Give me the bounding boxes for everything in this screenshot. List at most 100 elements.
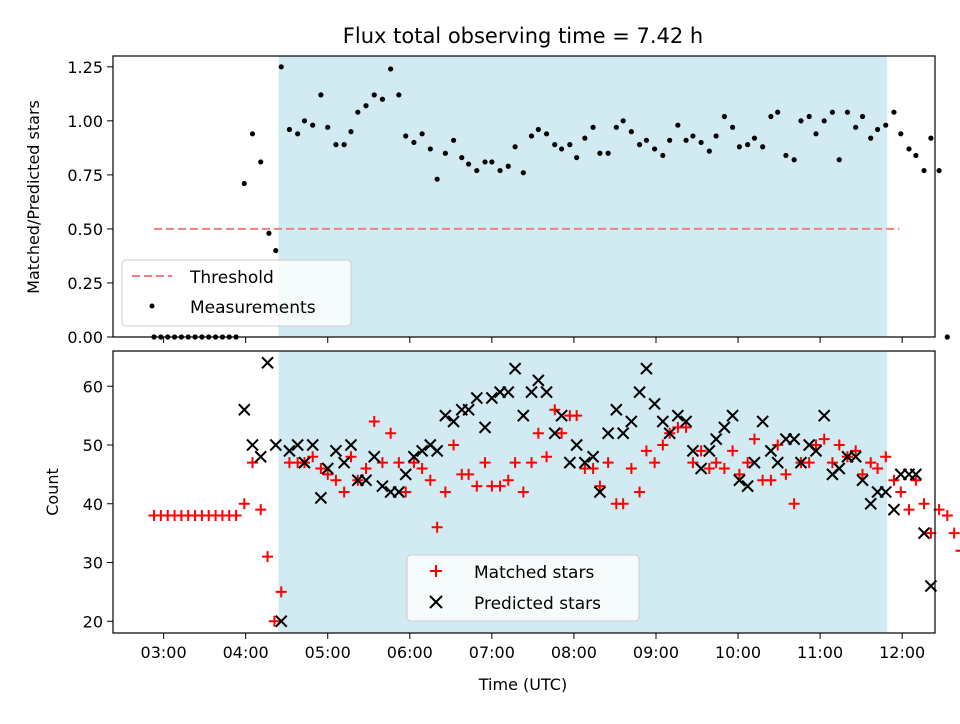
- matched-star-point: [571, 410, 583, 422]
- predicted-star-point: [392, 485, 406, 499]
- predicted-star-point: [671, 409, 685, 422]
- matched-star-point: [393, 457, 405, 469]
- measurement-point: [434, 176, 440, 182]
- measurement-point: [760, 144, 766, 150]
- x-tick-label: 07:00: [469, 643, 515, 662]
- predicted-star-point: [439, 409, 452, 422]
- measurement-point: [683, 137, 689, 143]
- predicted-star-point: [818, 409, 831, 422]
- measurement-point: [482, 159, 488, 165]
- predicted-star-point: [656, 415, 670, 428]
- bottom-legend[interactable]: Matched stars Predicted stars: [406, 554, 640, 622]
- measurement-point: [310, 122, 316, 128]
- predicted-star-point: [314, 491, 328, 505]
- legend-threshold-label: Threshold: [189, 268, 274, 288]
- matched-star-point: [368, 416, 380, 427]
- measurement-point: [520, 170, 526, 176]
- legend-matched-label: Matched stars: [474, 563, 594, 583]
- measurement-point: [898, 131, 904, 137]
- measurement-point: [325, 124, 331, 130]
- matched-star-point: [625, 463, 637, 474]
- matched-star-point: [602, 457, 614, 469]
- measurement-point: [552, 142, 558, 148]
- measurement-point: [459, 154, 465, 161]
- predicted-star-point: [578, 456, 592, 469]
- predicted-star-point: [291, 438, 304, 452]
- measurement-point: [333, 142, 339, 148]
- predicted-star-point: [548, 427, 561, 440]
- y-tick-label: 1.25: [67, 58, 103, 77]
- measurement-point: [721, 113, 727, 120]
- measurement-point: [241, 180, 247, 187]
- measurement-point: [729, 124, 736, 130]
- predicted-star-point: [794, 456, 808, 469]
- matched-star-point: [330, 474, 342, 486]
- measurement-point: [489, 159, 495, 165]
- top-observing-window: [278, 56, 888, 337]
- predicted-star-point: [748, 456, 761, 469]
- matched-star-point: [803, 457, 815, 469]
- y-tick-label: 0.00: [67, 328, 103, 347]
- measurement-points: [151, 64, 950, 340]
- measurement-point: [528, 133, 535, 139]
- predicted-star-point: [298, 456, 311, 469]
- measurement-point: [944, 334, 950, 340]
- bottom-y-axis-label: Count: [43, 468, 62, 516]
- matched-star-point: [695, 445, 707, 457]
- x-tick-label: 06:00: [387, 643, 433, 662]
- measurement-point: [318, 92, 324, 98]
- measurement-point: [597, 150, 603, 156]
- matched-star-point: [594, 480, 606, 492]
- measurement-point: [497, 167, 503, 174]
- matched-star-point: [431, 521, 443, 533]
- predicted-star-point: [640, 362, 653, 375]
- measurement-point: [249, 131, 256, 137]
- x-tick-label: 08:00: [551, 643, 597, 662]
- matched-star-point: [657, 439, 669, 451]
- matched-star-point: [833, 439, 845, 451]
- matched-star-point: [556, 427, 568, 439]
- predicted-star-point: [502, 385, 515, 399]
- legend-measurements-swatch: [149, 303, 155, 309]
- top-legend[interactable]: Threshold Measurements: [121, 259, 352, 327]
- predicted-star-point: [430, 444, 444, 458]
- measurement-point: [713, 133, 719, 139]
- matched-star-point: [718, 463, 730, 474]
- measurement-point: [582, 135, 588, 141]
- predicted-star-point: [756, 415, 769, 428]
- measurement-point: [559, 146, 565, 152]
- predicted-star-point: [485, 391, 499, 405]
- predicted-star-point: [275, 615, 288, 628]
- measurement-point: [613, 124, 619, 130]
- measurement-point: [643, 137, 650, 143]
- predicted-star-point: [563, 456, 577, 469]
- matched-star-point: [727, 445, 739, 457]
- predicted-star-point: [593, 485, 607, 499]
- matched-star-point: [463, 468, 475, 480]
- predicted-star-point: [359, 474, 373, 487]
- matched-star-point: [400, 486, 412, 498]
- measurement-point: [403, 133, 409, 139]
- measurement-point: [783, 152, 789, 159]
- measurement-point: [690, 133, 696, 139]
- matched-star-point: [865, 457, 877, 469]
- measurement-point: [419, 131, 425, 137]
- top-y-axis-label: Matched/Predicted stars: [24, 100, 43, 294]
- predicted-star-point: [879, 485, 892, 499]
- predicted-star-point: [849, 450, 862, 463]
- matched-star-point: [780, 468, 792, 480]
- matched-star-point: [255, 504, 267, 516]
- predicted-star-point: [733, 474, 746, 487]
- predicted-star-point: [686, 444, 700, 458]
- matched-star-point: [910, 474, 922, 486]
- predicted-star-point: [344, 438, 358, 452]
- matched-star-point: [517, 486, 529, 498]
- matched-star-point: [549, 404, 561, 416]
- measurement-point: [660, 152, 666, 159]
- predicted-star-point: [447, 415, 460, 428]
- matched-stars-points: [148, 404, 960, 627]
- predicted-star-point: [679, 415, 693, 428]
- predicted-star-point: [407, 450, 421, 463]
- measurement-point: [442, 150, 448, 156]
- matched-star-point: [880, 451, 892, 463]
